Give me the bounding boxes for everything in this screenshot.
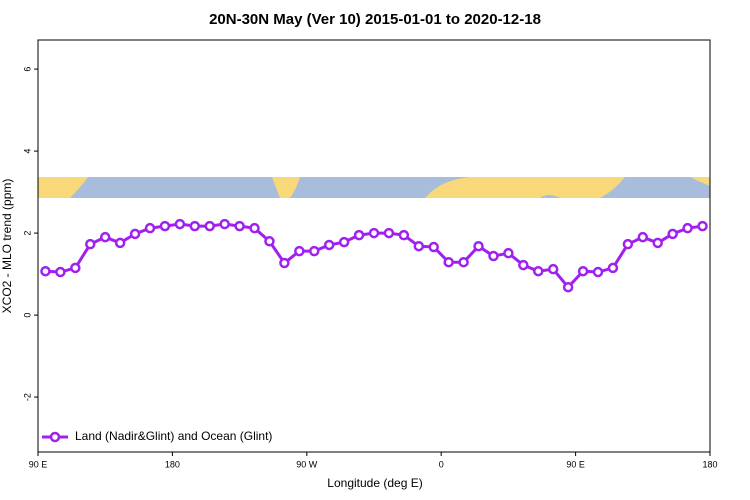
point xyxy=(697,220,708,232)
x-tick-label: 90 E xyxy=(29,459,48,469)
point xyxy=(174,218,186,230)
map-strip xyxy=(38,177,710,198)
x-tick-label: 90 E xyxy=(566,459,585,469)
y-tick-label: 2 xyxy=(22,231,32,236)
point xyxy=(70,262,81,274)
point xyxy=(488,250,499,262)
y-tick-label: -2 xyxy=(22,393,32,401)
x-axis-label: Longitude (deg E) xyxy=(327,476,422,490)
plot-frame xyxy=(37,39,711,453)
point xyxy=(249,222,260,234)
y-tick-label: 0 xyxy=(22,313,32,318)
point xyxy=(294,245,305,257)
point xyxy=(667,228,678,240)
point xyxy=(189,220,201,232)
point xyxy=(577,265,589,277)
point xyxy=(533,265,544,277)
point xyxy=(637,231,649,243)
x-tick-label: 0 xyxy=(439,459,444,469)
point xyxy=(383,227,395,239)
legend: Land (Nadir&Glint) and Ocean (Glint) xyxy=(42,429,272,443)
point xyxy=(114,237,126,249)
legend-label: Land (Nadir&Glint) and Ocean (Glint) xyxy=(75,429,272,443)
point xyxy=(279,257,290,269)
point xyxy=(547,263,559,275)
point xyxy=(518,259,529,271)
point xyxy=(144,222,156,234)
x-tick-label: 180 xyxy=(702,459,717,469)
point xyxy=(338,236,350,248)
point xyxy=(204,220,215,232)
point xyxy=(443,256,454,268)
y-axis-label: XCO2 - MLO trend (ppm) xyxy=(0,179,14,314)
point xyxy=(622,238,634,250)
point xyxy=(562,281,574,293)
point xyxy=(85,238,96,250)
x-tick-label: 90 W xyxy=(296,459,318,469)
point xyxy=(368,227,380,239)
point xyxy=(652,237,663,249)
point xyxy=(99,231,111,243)
point xyxy=(219,218,230,230)
point xyxy=(503,247,514,259)
y-tick-label: 4 xyxy=(22,149,32,154)
point xyxy=(40,265,51,277)
point xyxy=(458,256,469,268)
point xyxy=(682,222,693,234)
point xyxy=(592,266,604,278)
point xyxy=(309,245,320,257)
point xyxy=(353,229,365,241)
point xyxy=(264,236,275,247)
point xyxy=(234,220,245,232)
point xyxy=(607,262,619,274)
point xyxy=(129,228,141,240)
x-tick-label: 180 xyxy=(165,459,180,469)
point xyxy=(159,220,171,232)
y-tick-label: 6 xyxy=(22,67,32,72)
point xyxy=(55,266,66,278)
legend-marker xyxy=(49,431,61,443)
point xyxy=(323,239,335,251)
chart-title: 20N-30N May (Ver 10) 2015-01-01 to 2020-… xyxy=(209,11,541,28)
point xyxy=(398,229,410,241)
point xyxy=(473,240,484,252)
point xyxy=(428,241,439,253)
point xyxy=(413,240,425,252)
